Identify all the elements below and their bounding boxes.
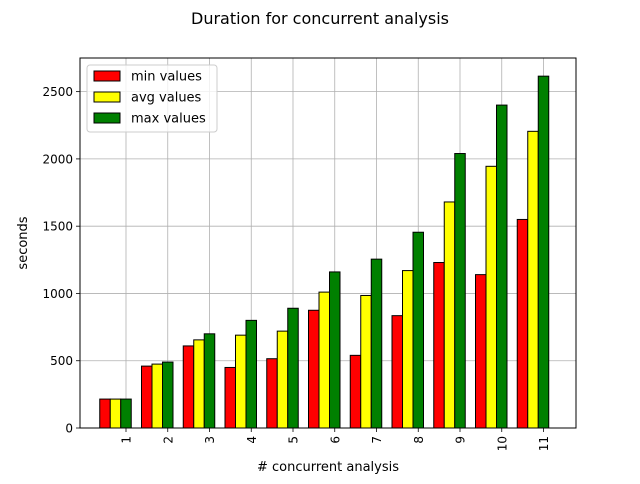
bar-avg-values-2 xyxy=(151,363,163,429)
legend-label: min values xyxy=(131,70,202,85)
bar-max-values-9 xyxy=(454,153,466,429)
y-axis-ticks: 0 500 1000 1500 2000 2500 xyxy=(42,85,80,436)
bar-min-values-5 xyxy=(266,358,278,429)
y-tick-label: 1000 xyxy=(42,287,73,301)
y-tick-label: 1500 xyxy=(42,220,73,234)
bar-max-values-10 xyxy=(496,104,508,429)
x-tick-label: 3 xyxy=(203,436,217,444)
bar-avg-values-7 xyxy=(360,294,372,429)
bar-min-values-8 xyxy=(391,315,403,429)
bar-max-values-11 xyxy=(537,75,550,429)
y-axis-label: seconds xyxy=(16,216,31,269)
bar-avg-values-6 xyxy=(318,291,330,429)
bar-min-values-10 xyxy=(475,274,487,429)
y-tick-label: 500 xyxy=(50,354,73,368)
x-tick-label: 11 xyxy=(537,436,551,451)
x-tick-label: 6 xyxy=(328,436,342,444)
legend-swatch xyxy=(93,112,121,124)
x-tick-label: 5 xyxy=(287,436,301,444)
bar-max-values-2 xyxy=(162,361,174,429)
bar-min-values-11 xyxy=(516,218,529,429)
bar-min-values-9 xyxy=(433,262,445,429)
chart-title: Duration for concurrent analysis xyxy=(191,9,449,28)
bar-avg-values-5 xyxy=(276,330,289,429)
bar-avg-values-3 xyxy=(193,339,205,429)
x-tick-label: 4 xyxy=(245,436,259,444)
x-tick-label: 10 xyxy=(495,436,509,451)
y-tick-label: 2000 xyxy=(42,152,73,166)
legend-swatch xyxy=(93,91,121,103)
bar-avg-values-11 xyxy=(527,130,539,429)
bar-avg-values-8 xyxy=(402,270,414,429)
bar-min-values-2 xyxy=(141,365,153,429)
bar-avg-values-9 xyxy=(443,201,456,429)
bar-min-values-6 xyxy=(308,309,320,429)
y-tick-label: 2500 xyxy=(42,85,73,99)
bar-min-values-3 xyxy=(182,345,195,429)
x-tick-label: 2 xyxy=(161,436,175,444)
legend-label: avg values xyxy=(131,91,202,106)
x-tick-label: 1 xyxy=(120,436,134,444)
legend-swatch xyxy=(93,70,121,82)
legend-label: max values xyxy=(131,112,206,127)
bar-max-values-7 xyxy=(370,258,383,429)
bar-max-values-5 xyxy=(287,307,299,429)
x-axis-label: # concurrent analysis xyxy=(257,460,399,475)
bar-avg-values-10 xyxy=(485,165,497,429)
bar-min-values-7 xyxy=(349,354,362,429)
plot-frame xyxy=(79,57,577,429)
bar-avg-values-1 xyxy=(109,398,122,429)
bar-max-values-4 xyxy=(245,319,257,429)
bar-max-values-6 xyxy=(329,271,341,429)
bar-max-values-1 xyxy=(120,398,132,429)
bar-max-values-3 xyxy=(203,333,216,429)
x-axis-ticks: 1 2 3 4 5 6 7 8 9 10 11 xyxy=(120,428,551,451)
bar-max-values-8 xyxy=(412,231,424,429)
legend: min values avg values max values xyxy=(86,64,218,133)
x-tick-label: 9 xyxy=(454,436,468,444)
bar-min-values-4 xyxy=(224,366,236,429)
y-tick-label: 0 xyxy=(65,422,73,436)
bar-min-values-1 xyxy=(99,398,111,429)
x-tick-label: 7 xyxy=(370,436,384,444)
x-tick-label: 8 xyxy=(412,436,426,444)
bar-avg-values-4 xyxy=(235,334,247,429)
bars-layer xyxy=(99,75,550,429)
